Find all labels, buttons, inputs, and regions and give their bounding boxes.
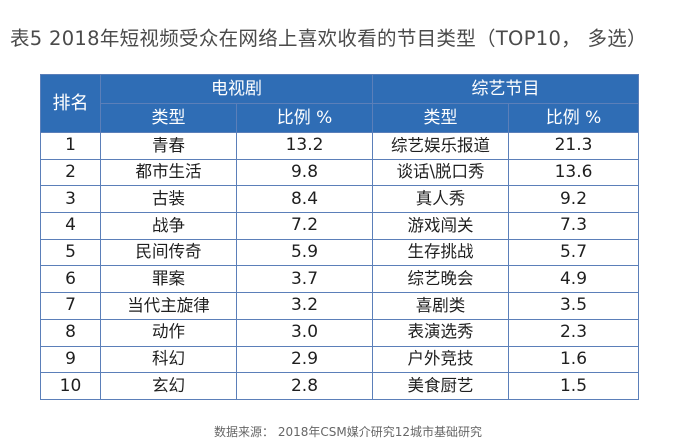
tv-type-cell: 青春: [100, 132, 237, 160]
rank-cell: 5: [40, 238, 101, 267]
tv-ratio-cell: 3.7: [236, 265, 373, 294]
table-row: 10 玄幻 2.8 美食厨艺 1.5: [40, 372, 639, 400]
tv-ratio-cell: 7.2: [236, 212, 373, 240]
tv-type-cell: 动作: [100, 318, 237, 347]
tv-type-cell: 都市生活: [100, 158, 237, 187]
variety-type-cell: 生存挑战: [372, 238, 509, 267]
variety-ratio-cell: 4.9: [508, 265, 639, 294]
variety-type-header: 类型: [372, 103, 509, 133]
tv-ratio-cell: 8.4: [236, 185, 373, 214]
variety-ratio-cell: 5.7: [508, 238, 639, 267]
rank-cell: 6: [40, 265, 101, 294]
rank-cell: 1: [40, 132, 101, 160]
variety-type-cell: 喜剧类: [372, 292, 509, 320]
tv-ratio-cell: 5.9: [236, 238, 373, 267]
ranking-table: 排名 电视剧 综艺节目 类型 比例 % 类型 比例 % 1 青春 13.2 综艺娱乐报…: [40, 74, 639, 400]
variety-ratio-cell: 1.5: [508, 372, 639, 400]
table-row: 8 动作 3.0 表演选秀 2.3: [40, 318, 639, 347]
rank-cell: 7: [40, 292, 101, 320]
table-row: 6 罪案 3.7 综艺晚会 4.9: [40, 265, 639, 294]
tv-type-cell: 古装: [100, 185, 237, 214]
tv-type-header: 类型: [100, 103, 237, 133]
rank-cell: 10: [40, 372, 101, 400]
rank-cell: 3: [40, 185, 101, 214]
variety-type-cell: 真人秀: [372, 185, 509, 214]
rank-cell: 4: [40, 212, 101, 240]
tv-ratio-cell: 2.8: [236, 372, 373, 400]
tv-type-cell: 民间传奇: [100, 238, 237, 267]
tv-type-cell: 玄幻: [100, 372, 237, 400]
variety-type-cell: 美食厨艺: [372, 372, 509, 400]
variety-ratio-cell: 21.3: [508, 132, 639, 160]
table-caption: 表5 2018年短视频受众在网络上喜欢收看的节目类型（TOP10， 多选）: [10, 27, 647, 50]
variety-ratio-cell: 9.2: [508, 185, 639, 214]
table-body: 1 青春 13.2 综艺娱乐报道 21.3 2 都市生活 9.8 谈话\脱口秀 13.6 3 古装 8.…: [40, 132, 639, 400]
rank-header: 排名: [40, 74, 101, 133]
table-row: 2 都市生活 9.8 谈话\脱口秀 13.6: [40, 158, 639, 187]
variety-type-cell: 游戏闯关: [372, 212, 509, 240]
tv-ratio-header: 比例 %: [236, 103, 373, 133]
tv-ratio-cell: 13.2: [236, 132, 373, 160]
variety-ratio-cell: 3.5: [508, 292, 639, 320]
variety-ratio-cell: 13.6: [508, 158, 639, 187]
tv-type-cell: 战争: [100, 212, 237, 240]
table-row: 1 青春 13.2 综艺娱乐报道 21.3: [40, 132, 639, 160]
tv-type-cell: 罪案: [100, 265, 237, 294]
variety-ratio-cell: 1.6: [508, 345, 639, 374]
tv-ratio-cell: 2.9: [236, 345, 373, 374]
variety-type-cell: 谈话\脱口秀: [372, 158, 509, 187]
table-row: 5 民间传奇 5.9 生存挑战 5.7: [40, 238, 639, 267]
variety-type-cell: 表演选秀: [372, 318, 509, 347]
tv-ratio-cell: 3.2: [236, 292, 373, 320]
table-row: 4 战争 7.2 游戏闯关 7.3: [40, 212, 639, 240]
tv-ratio-cell: 3.0: [236, 318, 373, 347]
variety-type-cell: 综艺娱乐报道: [372, 132, 509, 160]
variety-ratio-header: 比例 %: [508, 103, 639, 133]
rank-cell: 2: [40, 158, 101, 187]
rank-cell: 8: [40, 318, 101, 347]
table-row: 9 科幻 2.9 户外竞技 1.6: [40, 345, 639, 374]
tv-ratio-cell: 9.8: [236, 158, 373, 187]
rank-cell: 9: [40, 345, 101, 374]
variety-type-cell: 户外竞技: [372, 345, 509, 374]
variety-ratio-cell: 7.3: [508, 212, 639, 240]
tv-type-cell: 科幻: [100, 345, 237, 374]
variety-group-header: 综艺节目: [372, 74, 639, 104]
data-source-note: 数据来源： 2018年CSM媒介研究12城市基础研究: [214, 425, 482, 439]
tv-drama-group-header: 电视剧: [100, 74, 373, 104]
table-row: 3 古装 8.4 真人秀 9.2: [40, 185, 639, 214]
variety-ratio-cell: 2.3: [508, 318, 639, 347]
tv-type-cell: 当代主旋律: [100, 292, 237, 320]
variety-type-cell: 综艺晚会: [372, 265, 509, 294]
table-row: 7 当代主旋律 3.2 喜剧类 3.5: [40, 292, 639, 320]
